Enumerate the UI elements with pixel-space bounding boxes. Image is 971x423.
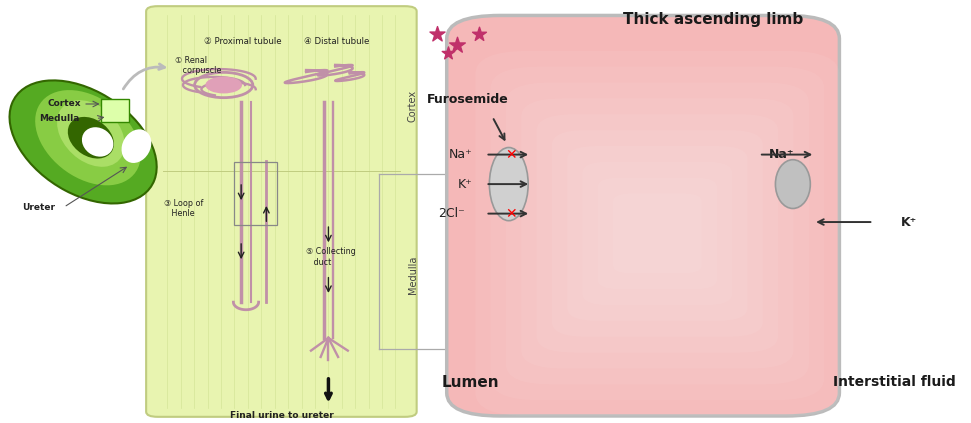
- Text: ✕: ✕: [505, 148, 517, 162]
- Text: ④ Distal tubule: ④ Distal tubule: [304, 36, 370, 46]
- Text: ⑤ Collecting
   duct: ⑤ Collecting duct: [306, 247, 356, 267]
- FancyBboxPatch shape: [506, 82, 809, 384]
- FancyBboxPatch shape: [147, 6, 417, 417]
- FancyBboxPatch shape: [537, 114, 778, 353]
- Text: Medulla: Medulla: [408, 255, 418, 294]
- Text: 2Cl⁻: 2Cl⁻: [438, 207, 465, 220]
- FancyBboxPatch shape: [447, 16, 839, 416]
- Ellipse shape: [35, 90, 141, 185]
- FancyBboxPatch shape: [476, 51, 839, 416]
- Point: [429, 31, 445, 38]
- FancyBboxPatch shape: [614, 194, 701, 273]
- Ellipse shape: [82, 127, 114, 157]
- Text: ✕: ✕: [505, 206, 517, 221]
- Ellipse shape: [10, 80, 156, 203]
- Text: Na⁺: Na⁺: [450, 148, 473, 161]
- Text: Cortex: Cortex: [408, 90, 418, 122]
- FancyBboxPatch shape: [101, 99, 129, 122]
- FancyBboxPatch shape: [490, 67, 824, 400]
- Point: [450, 41, 465, 48]
- Text: Cortex: Cortex: [48, 99, 81, 108]
- Text: K⁺: K⁺: [901, 216, 917, 228]
- FancyBboxPatch shape: [598, 178, 717, 289]
- Text: Medulla: Medulla: [40, 114, 80, 123]
- Text: ③ Loop of
   Henle: ③ Loop of Henle: [163, 199, 203, 218]
- Text: Ureter: Ureter: [22, 203, 55, 212]
- Text: Final urine to ureter: Final urine to ureter: [230, 410, 334, 420]
- FancyBboxPatch shape: [583, 162, 732, 305]
- Text: ① Renal
   corpuscle: ① Renal corpuscle: [175, 55, 221, 75]
- Point: [440, 50, 455, 57]
- Text: K⁺: K⁺: [458, 178, 473, 191]
- Text: Furosemide: Furosemide: [427, 93, 509, 106]
- Ellipse shape: [68, 117, 114, 159]
- Ellipse shape: [121, 129, 151, 163]
- Text: Thick ascending limb: Thick ascending limb: [623, 12, 803, 27]
- Text: Interstitial fluid: Interstitial fluid: [833, 375, 955, 389]
- Circle shape: [206, 77, 241, 93]
- Ellipse shape: [776, 160, 811, 209]
- Text: ② Proximal tubule: ② Proximal tubule: [204, 36, 282, 46]
- FancyBboxPatch shape: [521, 99, 793, 368]
- Text: Lumen: Lumen: [442, 375, 499, 390]
- FancyBboxPatch shape: [552, 130, 763, 337]
- Ellipse shape: [489, 148, 528, 221]
- Ellipse shape: [57, 100, 124, 167]
- FancyBboxPatch shape: [567, 146, 748, 321]
- Point: [471, 31, 486, 38]
- Text: Na⁺: Na⁺: [769, 148, 794, 161]
